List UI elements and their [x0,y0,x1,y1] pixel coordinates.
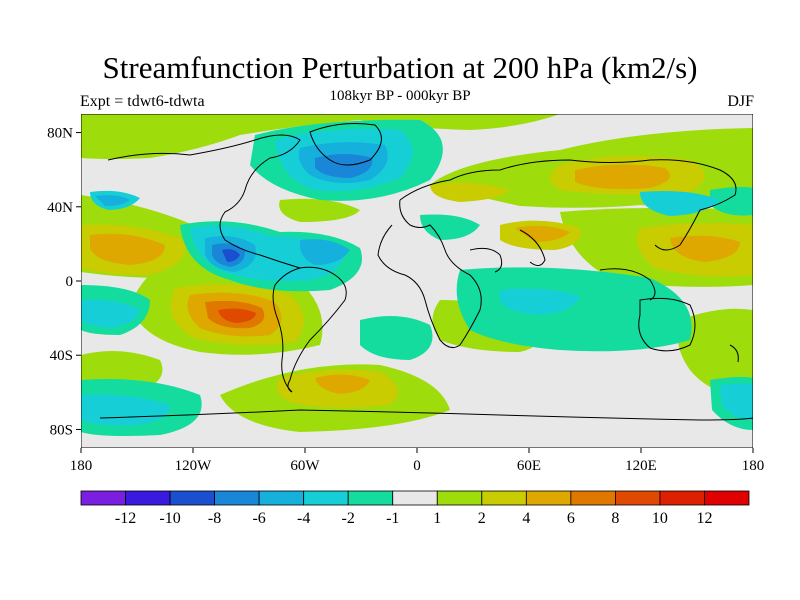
longitude-axis: 180 120W 60W 0 60E 120E 180 [70,448,765,474]
colorbar-label: -12 [115,510,136,527]
lat-tick-label: 40S [50,348,73,364]
colorbar-label: 6 [567,510,575,527]
lat-tick-label: 40N [47,200,73,216]
colorbar-swatch [659,490,705,506]
colorbar-label: 8 [611,510,619,527]
lat-tick-label: 0 [66,274,74,290]
lat-tick-label: 80S [50,422,73,438]
colorbar-swatch [80,490,126,506]
colorbar-swatch [615,490,661,506]
lon-tick-label: 60E [517,458,541,474]
lon-tick-label: 120W [175,458,213,474]
lon-tick-label: 120E [625,458,657,474]
colorbar-swatch [570,490,616,506]
colorbar-label: -10 [159,510,180,527]
colorbar-label: -6 [252,510,265,527]
colorbar-swatch [303,490,349,506]
lon-tick-label: 180 [742,458,765,474]
lon-tick-label: 60W [290,458,320,474]
lat-tick-label: 80N [47,126,73,142]
colorbar-swatch [392,490,438,506]
colorbar-label: 1 [433,510,441,527]
experiment-label: Expt = tdwt6-tdwta [80,93,205,110]
colorbar-label: -2 [342,510,355,527]
colorbar-swatch [258,490,305,506]
colorbar-label: 12 [696,510,712,527]
colorbar-label: -8 [208,510,221,527]
colorbar-swatch [169,490,215,506]
coastlines [99,123,753,421]
colorbar-swatch [125,490,171,506]
colorbar-label: -4 [297,510,310,527]
lon-tick-label: 180 [70,458,93,474]
colorbar: -12 -10 -8 -6 -4 -2 -1 1 2 4 6 8 10 12 [80,490,750,527]
colorbar-swatch [704,490,750,506]
contour-field [81,114,753,448]
season-label: DJF [727,93,754,110]
colorbar-swatch [347,490,394,506]
colorbar-swatch [525,490,572,506]
map-title: Streamfunction Perturbation at 200 hPa (… [102,50,698,85]
lon-tick-label: 0 [413,458,421,474]
negative-regions-5 [222,249,240,262]
colorbar-label: 10 [652,510,668,527]
colorbar-label: 2 [478,510,486,527]
colorbar-swatch [481,490,527,506]
colorbar-swatch [214,490,260,506]
colorbar-label: 4 [522,510,530,527]
positive-regions-5 [218,308,256,323]
latitude-axis: 80N 40N 0 40S 80S [47,126,81,438]
colorbar-label: -1 [386,510,399,527]
colorbar-swatch [436,490,483,506]
map-subtitle: 108kyr BP - 000kyr BP [329,88,471,104]
